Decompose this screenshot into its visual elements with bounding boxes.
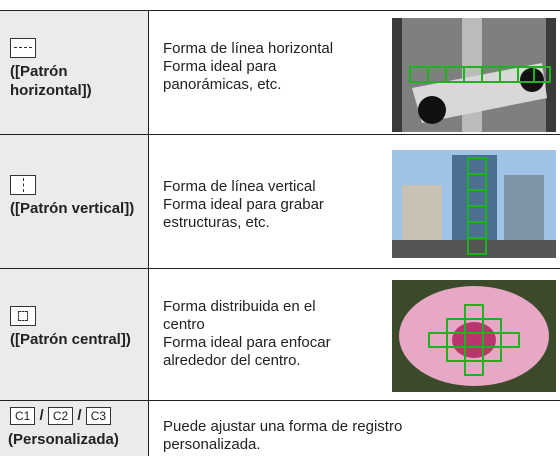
example-photo bbox=[392, 280, 556, 392]
label-cell bbox=[0, 268, 148, 400]
central-icon bbox=[10, 306, 36, 326]
text-line: personalizada. bbox=[163, 436, 261, 453]
separator: / bbox=[77, 407, 82, 424]
row-label: ([Patrón vertical]) bbox=[10, 200, 135, 217]
row-description: Forma de línea vertical Forma ideal para… bbox=[163, 178, 324, 232]
row-border bbox=[0, 10, 560, 11]
text-line: Forma ideal para grabar bbox=[163, 196, 324, 213]
row-border bbox=[0, 400, 560, 401]
row-label: ([Patrón horizontal]) bbox=[10, 63, 92, 99]
text-line: estructuras, etc. bbox=[163, 214, 270, 231]
row-border bbox=[0, 134, 560, 135]
custom-icon: C1 bbox=[10, 407, 36, 425]
example-photo bbox=[392, 18, 556, 132]
custom-icon: C3 bbox=[85, 407, 112, 425]
horizontal-icon bbox=[10, 38, 36, 58]
text-line: Forma de línea vertical bbox=[163, 178, 316, 195]
text-line: Forma de línea horizontal bbox=[163, 40, 334, 57]
row-description: Forma distribuida en el centro Forma ide… bbox=[163, 298, 331, 370]
custom-icons: C1 / C2 / C3 bbox=[10, 406, 150, 425]
row-label: ([Patrón central]) bbox=[10, 331, 131, 348]
text-line: Forma ideal para bbox=[163, 58, 277, 75]
column-border bbox=[148, 10, 149, 456]
text-line: Forma ideal para enfocar bbox=[163, 334, 331, 351]
text-line: alrededor del centro. bbox=[163, 352, 301, 369]
label-cell bbox=[0, 134, 148, 268]
example-photo bbox=[392, 150, 556, 258]
label-cell bbox=[0, 10, 148, 134]
row-description: Puede ajustar una forma de registro pers… bbox=[163, 418, 402, 454]
text-line: Puede ajustar una forma de registro bbox=[163, 418, 403, 435]
custom-icon: C2 bbox=[47, 407, 74, 425]
row-border bbox=[0, 268, 560, 269]
separator: / bbox=[39, 407, 44, 424]
text-line: panorámicas, etc. bbox=[163, 76, 282, 93]
row-description: Forma de línea horizontal Forma ideal pa… bbox=[163, 40, 333, 94]
vertical-icon bbox=[10, 175, 36, 195]
row-label: (Personalizada) bbox=[8, 431, 119, 448]
text-line: centro bbox=[163, 316, 205, 333]
text-line: Forma distribuida en el bbox=[163, 298, 316, 315]
